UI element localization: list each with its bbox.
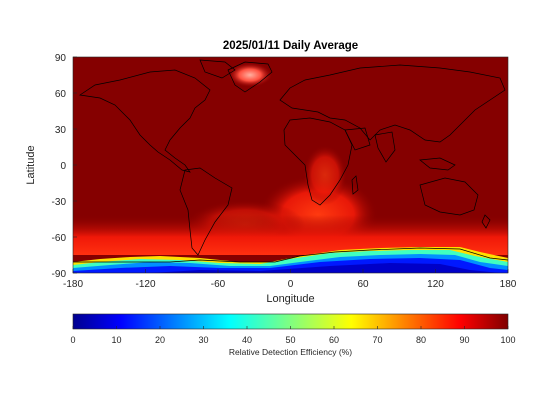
x-tick-label: 0 [288,279,294,290]
axis-ticks [72,56,509,274]
x-tick-label: -180 [63,279,83,290]
y-tick-label: -90 [52,269,67,280]
y-axis-label: Latitude [25,145,37,185]
x-tick-label: -60 [211,279,226,290]
detection-efficiency-map [73,57,508,273]
colorbar-tick-label: 10 [111,335,121,345]
y-tick-label: 60 [55,89,67,100]
x-tick-label: 120 [427,279,444,290]
colorbar-tick-label: 60 [329,335,339,345]
y-tick-label: 90 [55,53,67,64]
colorbar-tick-label: 80 [416,335,426,345]
colorbar-tick-label: 90 [459,335,469,345]
colorbar-label: Relative Detection Efficiency (%) [228,347,353,357]
x-tick-label: 180 [500,279,517,290]
map-title: 2025/01/11 Daily Average [222,40,359,52]
y-tick-label: -60 [52,233,67,244]
colorbar-tick-label: 30 [198,335,208,345]
x-tick-label: -120 [135,279,155,290]
y-tick-label: 0 [60,161,66,172]
y-tick-label: 30 [55,125,67,136]
colorbar-tick-label: 0 [70,335,75,345]
colorbar-tick-label: 100 [500,335,515,345]
colorbar-tick-label: 50 [285,335,295,345]
colorbar-ticks [72,326,509,329]
coastlines [73,59,508,263]
y-tick-label: -30 [52,197,67,208]
colorbar-tick-label: 40 [242,335,252,345]
x-tick-label: 60 [357,279,369,290]
antarctic-low-efficiency-band [73,247,508,273]
x-axis-label: Longitude [266,293,315,305]
colorbar-tick-label: 70 [372,335,382,345]
colorbar-tick-label: 20 [155,335,165,345]
